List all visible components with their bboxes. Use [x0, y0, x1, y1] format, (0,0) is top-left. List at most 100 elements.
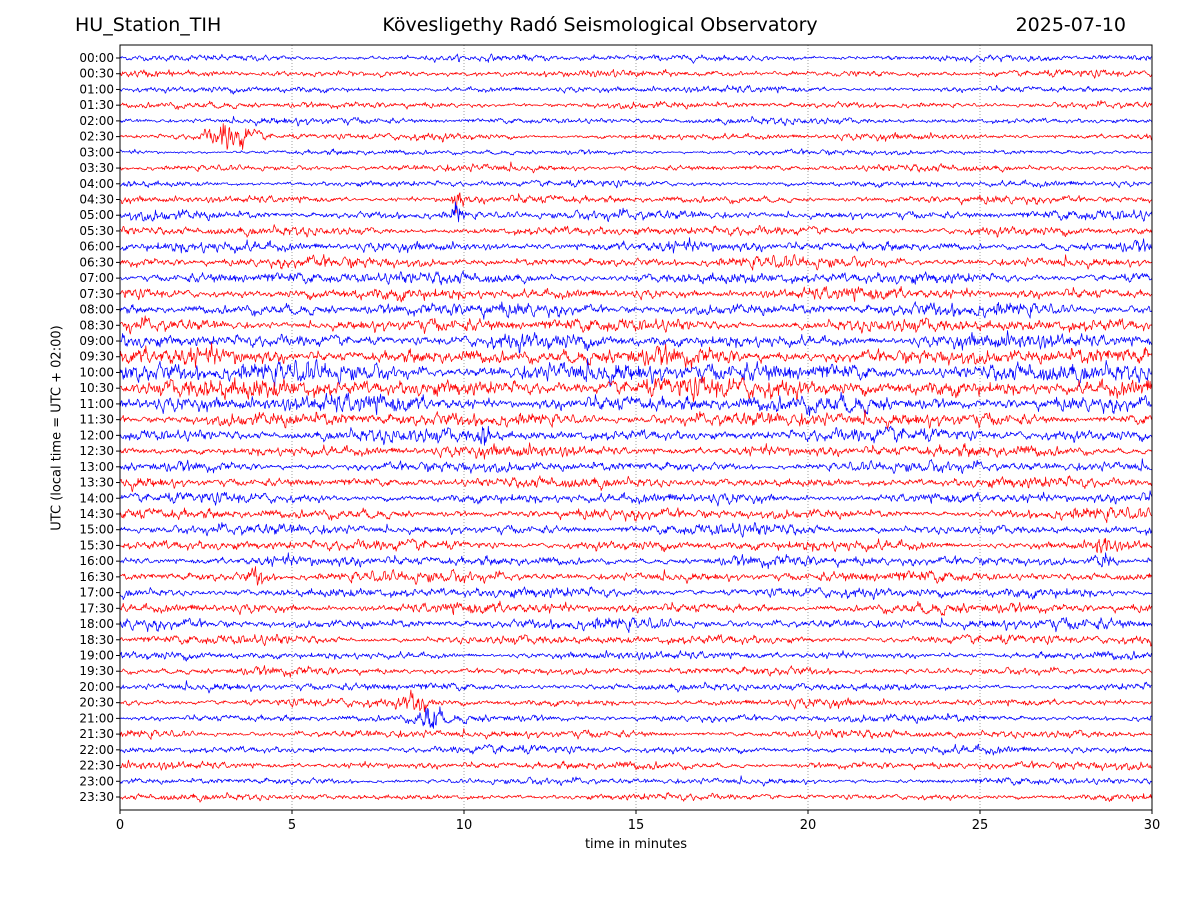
y-tick-label: 03:00 — [79, 145, 114, 159]
trace-2200 — [119, 743, 1153, 756]
y-tick-label: 14:00 — [79, 491, 114, 505]
y-tick-label: 03:30 — [79, 161, 114, 175]
y-tick-label: 23:30 — [79, 790, 114, 804]
y-tick-label: 12:30 — [79, 444, 114, 458]
trace-1030 — [119, 376, 1153, 402]
trace-1400 — [119, 490, 1153, 507]
y-tick-label: 22:00 — [79, 743, 114, 757]
trace-1600 — [119, 552, 1153, 570]
traces — [119, 53, 1153, 803]
trace-0230 — [119, 123, 1153, 150]
x-tick-label: 15 — [628, 818, 645, 833]
trace-1430 — [119, 506, 1152, 524]
trace-1830 — [119, 633, 1153, 647]
y-tick-label: 17:00 — [79, 586, 114, 600]
x-axis-label: time in minutes — [584, 837, 688, 852]
y-tick-label: 13:00 — [79, 460, 114, 474]
trace-2330 — [119, 792, 1153, 803]
y-tick-label: 15:30 — [79, 538, 114, 552]
y-tick-label: 20:00 — [79, 680, 114, 694]
y-tick-label: 04:30 — [79, 193, 114, 207]
y-tick-label: 23:00 — [79, 774, 114, 788]
trace-0730 — [119, 286, 1153, 303]
y-tick-label: 17:30 — [79, 601, 114, 615]
y-tick-label: 00:00 — [79, 51, 114, 65]
y-tick-label: 06:00 — [79, 240, 114, 254]
trace-0430 — [119, 192, 1153, 214]
y-tick-label: 10:30 — [79, 381, 114, 395]
x-tick-label: 25 — [972, 818, 989, 833]
x-axis-ticks: 0 5 10 15 20 25 30 — [116, 810, 1160, 833]
y-tick-label: 21:30 — [79, 727, 114, 741]
y-tick-label: 21:00 — [79, 711, 114, 725]
trace-1300 — [119, 458, 1153, 474]
trace-0130 — [119, 100, 1153, 110]
trace-1130 — [119, 409, 1153, 430]
y-tick-label: 04:00 — [79, 177, 114, 191]
x-tick-label: 5 — [288, 818, 296, 833]
trace-0600 — [120, 237, 1153, 254]
y-tick-label: 18:00 — [79, 617, 114, 631]
y-tick-label: 13:30 — [79, 476, 114, 490]
trace-0700 — [119, 270, 1153, 286]
y-tick-label: 08:30 — [79, 318, 114, 332]
record-date: 2025-07-10 — [1015, 14, 1126, 36]
trace-0330 — [119, 161, 1153, 174]
trace-2030 — [119, 689, 1153, 713]
trace-0630 — [119, 254, 1153, 271]
trace-1630 — [119, 566, 1153, 586]
trace-0200 — [119, 115, 1153, 127]
trace-0300 — [119, 148, 1153, 156]
y-tick-label: 20:30 — [79, 696, 114, 710]
y-tick-label: 14:30 — [79, 507, 114, 521]
trace-2230 — [119, 759, 1153, 772]
trace-1800 — [119, 617, 1153, 633]
trace-0530 — [119, 224, 1153, 238]
trace-0830 — [119, 315, 1153, 335]
y-tick-label: 16:30 — [79, 570, 114, 584]
y-tick-label: 07:30 — [79, 287, 114, 301]
y-tick-label: 11:30 — [79, 413, 114, 427]
y-tick-label: 06:30 — [79, 255, 114, 269]
y-tick-label: 01:00 — [79, 82, 114, 96]
trace-0900 — [119, 330, 1153, 354]
station-name: HU_Station_TIH — [75, 14, 222, 36]
y-tick-label: 11:00 — [79, 397, 114, 411]
trace-1000 — [119, 358, 1153, 387]
trace-1700 — [119, 586, 1153, 600]
trace-0000 — [119, 53, 1153, 64]
trace-1230 — [119, 442, 1153, 460]
y-tick-label: 01:30 — [79, 98, 114, 112]
trace-2300 — [119, 775, 1153, 787]
trace-0400 — [119, 179, 1153, 189]
trace-1200 — [119, 425, 1153, 446]
trace-2000 — [119, 680, 1152, 694]
trace-1530 — [119, 537, 1153, 554]
trace-0030 — [119, 68, 1153, 79]
y-tick-label: 22:30 — [79, 759, 114, 773]
y-tick-label: 05:00 — [79, 208, 114, 222]
y-tick-label: 16:00 — [79, 554, 114, 568]
trace-1730 — [119, 600, 1153, 616]
y-tick-label: 02:00 — [79, 114, 114, 128]
y-tick-label: 19:00 — [79, 648, 114, 662]
x-tick-label: 10 — [456, 818, 473, 833]
trace-1330 — [119, 475, 1153, 493]
x-tick-label: 20 — [800, 818, 817, 833]
trace-2100 — [119, 706, 1153, 729]
trace-2130 — [119, 728, 1153, 740]
y-tick-label: 12:00 — [79, 428, 114, 442]
trace-1500 — [119, 522, 1153, 538]
trace-1900 — [119, 650, 1153, 662]
trace-0500 — [119, 201, 1153, 223]
trace-1930 — [119, 665, 1153, 678]
y-axis-label: UTC (local time = UTC + 02:00) — [49, 325, 65, 531]
y-tick-label: 08:00 — [79, 303, 114, 317]
trace-0100 — [119, 84, 1153, 95]
x-tick-label: 0 — [116, 818, 124, 833]
y-tick-label: 19:30 — [79, 664, 114, 678]
y-tick-label: 00:30 — [79, 67, 114, 81]
y-tick-label: 09:30 — [79, 350, 114, 364]
